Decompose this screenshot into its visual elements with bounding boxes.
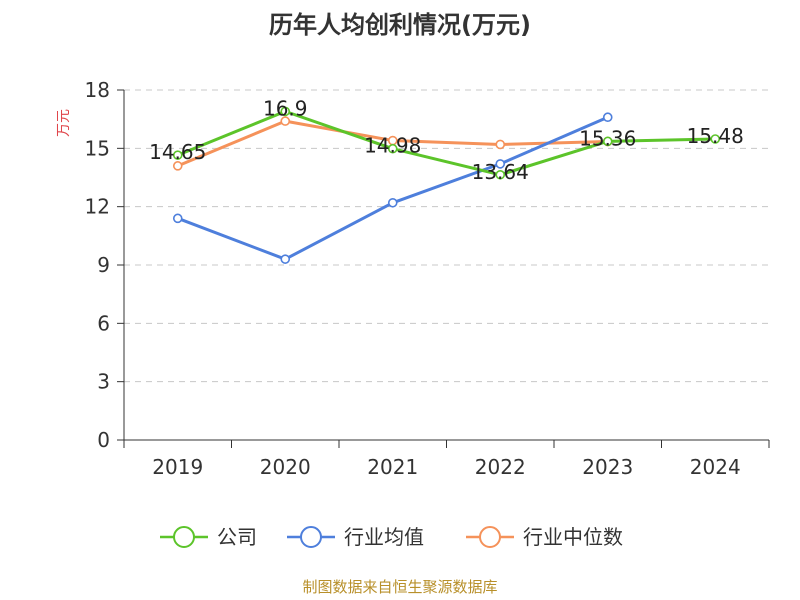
data-label: 14.65 — [149, 140, 206, 164]
legend-swatch-marker — [300, 526, 322, 548]
data-point — [495, 169, 506, 180]
data-point — [710, 134, 721, 144]
source-note: 制图数据来自恒生聚源数据库 — [302, 578, 497, 596]
y-axis-unit-label: 万元 — [56, 109, 72, 137]
y-tick-label: 6 — [97, 311, 110, 335]
data-point — [387, 143, 398, 154]
series-line — [176, 109, 717, 177]
data-label: 13.64 — [472, 160, 529, 184]
y-tick-label: 0 — [97, 428, 110, 452]
series-行业中位数 — [172, 116, 613, 171]
data-point — [172, 150, 183, 160]
data-point — [280, 116, 291, 126]
data-point — [495, 139, 506, 150]
chart-title: 历年人均创利情况(万元) — [269, 11, 531, 39]
data-label: 15.48 — [687, 124, 744, 148]
gridlines — [124, 89, 769, 383]
data-point — [495, 159, 506, 169]
series-公司 — [172, 106, 721, 180]
y-tick-label: 3 — [97, 370, 110, 394]
axes: 0 3 6 9 12 15 18 2019 2020 2021 2022 2023 2024 — [85, 78, 770, 479]
y-tick-label: 12 — [85, 195, 110, 219]
x-tick-label: 2021 — [367, 455, 418, 479]
y-tick-label: 9 — [97, 253, 110, 277]
data-label: 14.98 — [364, 134, 421, 158]
x-tick-label: 2020 — [260, 455, 311, 479]
x-tick-label: 2023 — [582, 455, 633, 479]
legend-swatch-marker — [479, 526, 501, 548]
y-tick-label: 15 — [85, 136, 110, 160]
legend-label: 行业均值 — [344, 525, 424, 549]
data-point — [172, 213, 183, 224]
x-tick-label: 2024 — [690, 455, 741, 479]
data-point — [280, 106, 291, 117]
data-point — [172, 161, 183, 171]
legend-label: 公司 — [217, 525, 257, 549]
data-label: 15.36 — [579, 126, 636, 150]
legend-item-行业均值: 行业均值 — [287, 525, 424, 549]
data-labels: 14.65 16.9 14.98 13.64 15.36 15.48 — [149, 96, 744, 183]
x-tick-label: 2019 — [152, 455, 203, 479]
legend: 公司 行业均值 行业中位数 — [160, 525, 623, 549]
data-point — [280, 254, 291, 264]
legend-item-行业中位数: 行业中位数 — [466, 525, 623, 549]
legend-label: 行业中位数 — [523, 525, 623, 549]
series-行业均值 — [172, 112, 613, 264]
data-point — [602, 112, 613, 123]
legend-swatch-marker — [173, 526, 195, 548]
data-point — [602, 136, 613, 147]
data-point — [387, 197, 398, 208]
x-tick-label: 2022 — [475, 455, 526, 479]
legend-item-公司: 公司 — [160, 525, 257, 549]
y-tick-label: 18 — [85, 78, 110, 102]
series-layer — [172, 106, 721, 264]
data-label: 16.9 — [263, 96, 308, 120]
